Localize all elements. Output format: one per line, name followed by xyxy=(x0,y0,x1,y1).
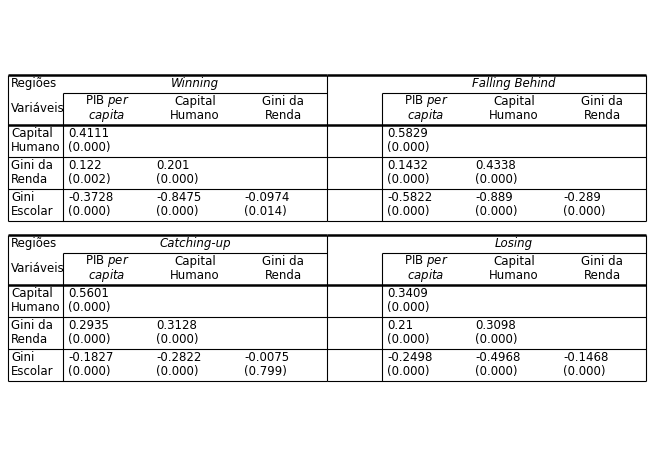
Text: -0.1468: -0.1468 xyxy=(563,351,608,364)
Text: PIB $\mathit{per}$: PIB $\mathit{per}$ xyxy=(85,253,129,269)
Text: Falling Behind: Falling Behind xyxy=(472,77,556,90)
Text: Humano: Humano xyxy=(170,109,220,122)
Text: Gini da: Gini da xyxy=(11,319,53,332)
Text: Renda: Renda xyxy=(264,269,302,282)
Text: 0.5829: 0.5829 xyxy=(387,127,428,140)
Text: 0.122: 0.122 xyxy=(68,159,102,172)
Text: (0.000): (0.000) xyxy=(68,333,110,346)
Text: (0.000): (0.000) xyxy=(387,173,430,186)
Text: PIB $\mathit{per}$: PIB $\mathit{per}$ xyxy=(85,93,129,110)
Text: (0.000): (0.000) xyxy=(68,141,110,154)
Text: Regiões: Regiões xyxy=(11,237,57,250)
Text: Catching-up: Catching-up xyxy=(159,237,231,250)
Text: -0.4968: -0.4968 xyxy=(475,351,520,364)
Text: 0.3409: 0.3409 xyxy=(387,287,428,300)
Text: $\mathit{capita}$: $\mathit{capita}$ xyxy=(88,267,126,284)
Text: Renda: Renda xyxy=(11,173,48,186)
Text: Capital: Capital xyxy=(493,95,535,108)
Text: (0.002): (0.002) xyxy=(68,173,110,186)
Text: 0.2935: 0.2935 xyxy=(68,319,109,332)
Text: -0.8475: -0.8475 xyxy=(156,191,201,204)
Text: 0.21: 0.21 xyxy=(387,319,413,332)
Text: $\mathit{capita}$: $\mathit{capita}$ xyxy=(88,107,126,124)
Text: (0.000): (0.000) xyxy=(475,173,517,186)
Text: Variáveis: Variáveis xyxy=(11,262,65,275)
Text: Renda: Renda xyxy=(583,109,620,122)
Text: (0.014): (0.014) xyxy=(244,205,287,218)
Text: (0.000): (0.000) xyxy=(563,365,606,378)
Text: (0.000): (0.000) xyxy=(156,333,199,346)
Text: -0.3728: -0.3728 xyxy=(68,191,113,204)
Text: -0.0974: -0.0974 xyxy=(244,191,289,204)
Text: Gini: Gini xyxy=(11,351,34,364)
Text: Gini da: Gini da xyxy=(11,159,53,172)
Text: (0.799): (0.799) xyxy=(244,365,287,378)
Text: Losing: Losing xyxy=(495,237,533,250)
Text: Capital: Capital xyxy=(174,95,216,108)
Text: (0.000): (0.000) xyxy=(475,333,517,346)
Text: Gini: Gini xyxy=(11,191,34,204)
Text: Escolar: Escolar xyxy=(11,205,54,218)
Text: Capital: Capital xyxy=(11,127,53,140)
Text: Capital: Capital xyxy=(493,255,535,268)
Text: (0.000): (0.000) xyxy=(156,205,199,218)
Text: (0.000): (0.000) xyxy=(475,205,517,218)
Text: -0.2498: -0.2498 xyxy=(387,351,432,364)
Text: 0.3098: 0.3098 xyxy=(475,319,516,332)
Text: Humano: Humano xyxy=(11,141,60,154)
Text: (0.000): (0.000) xyxy=(68,301,110,314)
Text: (0.000): (0.000) xyxy=(387,205,430,218)
Text: (0.000): (0.000) xyxy=(563,205,606,218)
Text: 0.201: 0.201 xyxy=(156,159,190,172)
Text: $\mathit{capita}$: $\mathit{capita}$ xyxy=(408,107,445,124)
Text: (0.000): (0.000) xyxy=(387,301,430,314)
Text: (0.000): (0.000) xyxy=(68,205,110,218)
Text: Humano: Humano xyxy=(489,269,539,282)
Text: Gini da: Gini da xyxy=(581,255,623,268)
Text: Humano: Humano xyxy=(489,109,539,122)
Text: (0.000): (0.000) xyxy=(387,333,430,346)
Text: 0.1432: 0.1432 xyxy=(387,159,428,172)
Text: (0.000): (0.000) xyxy=(387,141,430,154)
Text: Capital: Capital xyxy=(174,255,216,268)
Text: PIB $\mathit{per}$: PIB $\mathit{per}$ xyxy=(404,253,448,269)
Text: Capital: Capital xyxy=(11,287,53,300)
Text: Gini da: Gini da xyxy=(262,255,304,268)
Text: 0.4111: 0.4111 xyxy=(68,127,109,140)
Text: (0.000): (0.000) xyxy=(387,365,430,378)
Text: Regiões: Regiões xyxy=(11,77,57,90)
Text: 0.4338: 0.4338 xyxy=(475,159,516,172)
Text: (0.000): (0.000) xyxy=(475,365,517,378)
Text: Renda: Renda xyxy=(264,109,302,122)
Text: Escolar: Escolar xyxy=(11,365,54,378)
Text: -0.0075: -0.0075 xyxy=(244,351,289,364)
Text: (0.000): (0.000) xyxy=(156,173,199,186)
Text: Variáveis: Variáveis xyxy=(11,102,65,115)
Text: -0.2822: -0.2822 xyxy=(156,351,201,364)
Text: Winning: Winning xyxy=(171,77,219,90)
Text: Humano: Humano xyxy=(170,269,220,282)
Text: Humano: Humano xyxy=(11,301,60,314)
Text: -0.1827: -0.1827 xyxy=(68,351,114,364)
Text: 0.3128: 0.3128 xyxy=(156,319,197,332)
Text: 0.5601: 0.5601 xyxy=(68,287,109,300)
Text: (0.000): (0.000) xyxy=(156,365,199,378)
Text: PIB $\mathit{per}$: PIB $\mathit{per}$ xyxy=(404,93,448,110)
Text: $\mathit{capita}$: $\mathit{capita}$ xyxy=(408,267,445,284)
Text: Renda: Renda xyxy=(11,333,48,346)
Text: Renda: Renda xyxy=(583,269,620,282)
Text: Gini da: Gini da xyxy=(581,95,623,108)
Text: -0.289: -0.289 xyxy=(563,191,601,204)
Text: Gini da: Gini da xyxy=(262,95,304,108)
Text: -0.889: -0.889 xyxy=(475,191,513,204)
Text: -0.5822: -0.5822 xyxy=(387,191,432,204)
Text: (0.000): (0.000) xyxy=(68,365,110,378)
